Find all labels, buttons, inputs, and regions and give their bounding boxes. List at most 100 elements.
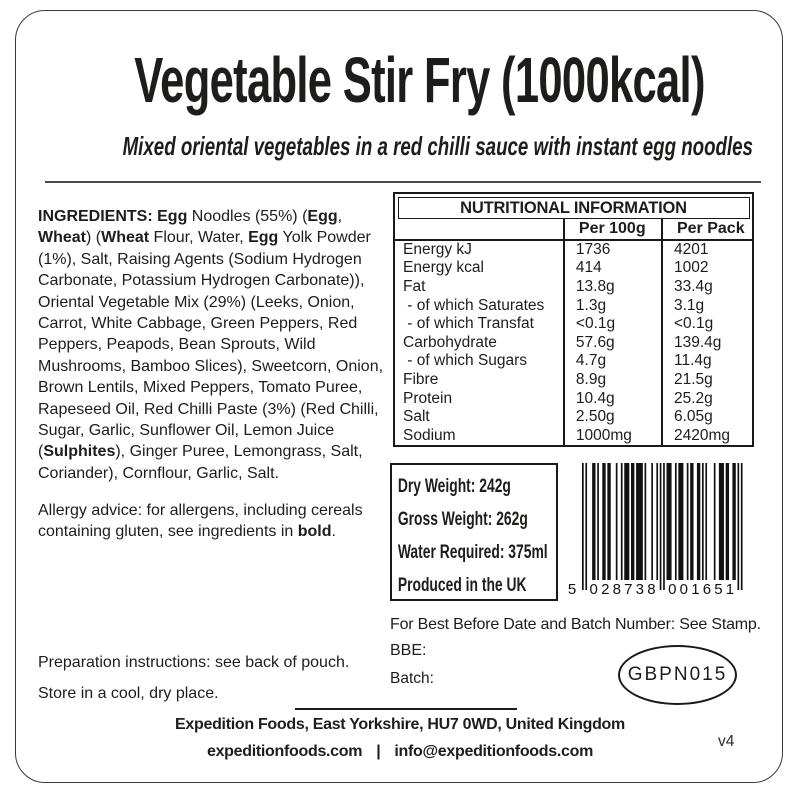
batch-label: Batch: [390,670,434,687]
text-segment: ), Ginger Puree, Lemongrass, Salt, Coria… [38,443,363,482]
nutrition-cell: 1002 [660,259,752,278]
pack-info-line: Gross Weight: 262g [397,508,528,530]
barcode-bar [686,463,689,580]
batch-stamp-oval: GBPN015 [618,645,737,705]
bbe-label: BBE: [390,642,427,659]
nutrition-cell: Fibre [403,370,439,388]
product-title-wrap: Vegetable Stir Fry (1000kcal) [0,44,800,116]
nutrition-cell: 139.4g [660,333,752,353]
barcode-bar [701,463,704,580]
nutrition-cell: 11.4g [660,352,752,371]
nutrition-header-perpack: Per Pack [660,218,752,241]
barcode-bar [631,463,635,580]
bold-segment: Wheat [101,229,150,247]
nutrition-cell: 2.50g [562,407,662,427]
barcode-bar [740,463,743,590]
barcode-bar [666,463,672,580]
barcode-bar [732,463,736,580]
text-segment: . [331,523,336,541]
header-divider [45,181,761,183]
label-version: v4 [718,733,735,750]
barcode-bar [651,463,653,580]
nutrition-row: Carbohydrate 57.6g 139.4g [395,333,752,353]
barcode-bar [607,463,611,580]
barcode-bar [663,463,665,590]
nutrition-cell: Protein [403,389,453,407]
bold-segment: Egg [307,208,338,225]
footer-contact: expeditionfoods.com | info@expeditionfoods… [0,743,800,761]
footer-address: Expedition Foods, East Yorkshire, HU7 0W… [175,716,625,733]
barcode-bar [713,463,716,580]
barcode-bar [592,463,596,580]
bold-segment: bold [297,523,332,541]
nutrition-table: NUTRITIONAL INFORMATION Per 100g Per Pac… [393,192,754,448]
pack-info-line: Produced in the UK [397,575,527,597]
ingredients-text: INGREDIENTS: Egg Noodles (55%) (Egg, Whe… [38,206,394,484]
nutrition-cell: 21.5g [660,370,752,390]
nutrition-row: Salt 2.50g 6.05g [395,407,752,427]
storage-instructions: Store in a cool, dry place. [38,685,219,702]
nutrition-cell: 4.7g [562,352,662,371]
nutrition-cell: 13.8g [562,277,662,297]
best-before-note: For Best Before Date and Batch Number: S… [390,616,761,633]
nutrition-cell: Energy kJ [403,240,472,258]
text-segment: Allergy advice: for allergens, including… [38,502,363,541]
nutrition-cell: 25.2g [660,389,752,408]
text-segment: Yolk Powder (1%), Salt, Raising Agents (… [38,229,384,461]
nutrition-grid: Per 100g Per Pack Energy kJ 1736 4201 Energ… [395,218,752,446]
nutrition-cell: 3.1g [660,296,752,315]
nutrition-header-blank [395,218,564,241]
allergy-advice-text: Allergy advice: for allergens, including… [38,500,394,543]
barcode: 5 028738 001651 [568,463,743,598]
barcode-bar [602,463,606,580]
barcode-digits: 028738 [590,581,656,598]
nutrition-cell: 33.4g [660,277,752,297]
barcode-bar [624,463,630,580]
barcode-bar [690,463,694,580]
barcode-bar [656,463,659,580]
barcode-bar [585,463,588,590]
product-title: Vegetable Stir Fry (1000kcal) [134,44,705,116]
text-segment: , [337,208,343,225]
nutrition-table-title: NUTRITIONAL INFORMATION [397,196,750,219]
nutrition-cell: 2420mg [660,426,752,446]
nutrition-cell: 1.3g [562,296,662,315]
barcode-bar [696,463,701,580]
text-segment: Flour, Water, [149,229,249,247]
barcode-bar [620,463,623,580]
product-subtitle: Mixed oriental vegetables in a red chill… [122,131,753,161]
batch-stamp-code: GBPN015 [627,664,728,685]
product-subtitle-wrap: Mixed oriental vegetables in a red chill… [0,131,800,161]
barcode-bar [636,463,643,580]
nutrition-row: Sodium 1000mg 2420mg [395,426,752,446]
nutrition-row: Energy kcal 414 1002 [395,259,752,278]
nutrition-cell: 8.9g [562,370,662,390]
nutrition-cell: - of which Saturates [403,296,545,314]
nutrition-body: Energy kJ 1736 4201 Energy kcal 414 1002 Fat 13… [395,239,752,446]
barcode-bar [718,463,724,580]
nutrition-row: Fat 13.8g 33.4g [395,277,752,297]
preparation-instructions: Preparation instructions: see back of po… [38,654,350,671]
bold-segment: Egg [248,229,279,247]
barcode-bar [615,463,618,580]
bold-segment: INGREDIENTS: [38,208,158,225]
nutrition-cell: 1736 [562,239,662,260]
footer-website: expeditionfoods.com [206,743,363,760]
nutrition-row: Protein 10.4g 25.2g [395,389,752,408]
label-border [15,10,783,783]
nutrition-cell: - of which Transfat [403,315,534,333]
pack-info-line: Water Required: 375ml [397,541,548,563]
nutrition-cell: <0.1g [660,314,752,334]
nutrition-cell: 4201 [660,239,752,260]
barcode-digits: 5 [568,581,576,598]
nutrition-cell: Carbohydrate [403,333,497,351]
barcode-bar [597,463,599,580]
footer-email: info@expeditionfoods.com [394,743,593,760]
barcode-bar [737,463,740,590]
pack-info-line: Dry Weight: 242g [397,475,511,497]
footer-divider [295,708,517,710]
barcode-bar [582,463,584,590]
nutrition-cell: <0.1g [562,314,662,334]
nutrition-cell: Energy kcal [403,259,484,277]
nutrition-row: - of which Transfat <0.1g <0.1g [395,314,752,334]
